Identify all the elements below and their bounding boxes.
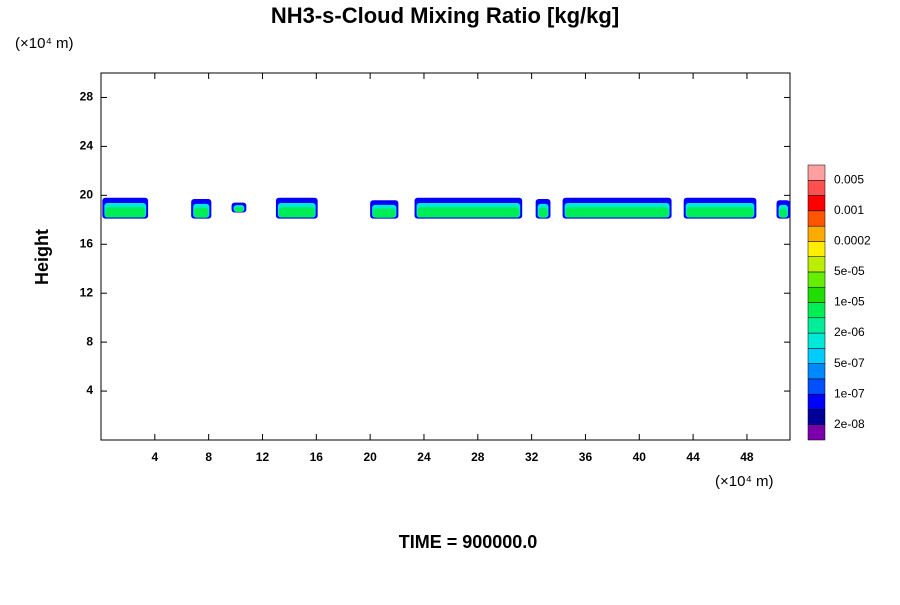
colorbar-swatch [807, 286, 826, 303]
colorbar-swatch [807, 424, 826, 441]
x-tick-label: 44 [686, 450, 700, 464]
y-tick-label: 16 [80, 236, 94, 250]
x-unit: (×10⁴ m) [715, 473, 774, 490]
x-tick-label: 16 [310, 450, 324, 464]
colorbar-label: 2e-06 [834, 325, 865, 339]
y-tick-label: 24 [80, 139, 94, 153]
cloud-core [373, 208, 396, 218]
chart-title: NH3-s-Cloud Mixing Ratio [kg/kg] [271, 3, 619, 28]
footer: TIME = 900000.0 [399, 532, 538, 552]
x-tick-label: 40 [633, 450, 647, 464]
cloud-core [194, 207, 209, 218]
x-tick-label: 20 [363, 450, 377, 464]
colorbar-label: 0.005 [834, 172, 864, 186]
colorbar-label: 2e-08 [834, 417, 865, 431]
colorbar-swatch [807, 317, 826, 334]
cloud-core [417, 207, 520, 218]
x-tick-label: 4 [151, 450, 158, 464]
colorbar-swatch [807, 195, 826, 212]
y-tick-label: 8 [86, 334, 93, 348]
y-tick-label: 4 [86, 383, 93, 397]
colorbar-swatch [807, 363, 826, 380]
x-tick-label: 36 [579, 450, 593, 464]
cloud-core [779, 208, 787, 218]
colorbar-label: 0.001 [834, 203, 864, 217]
colorbar-swatch [807, 225, 826, 242]
cloud-core [278, 207, 315, 218]
x-tick-label: 28 [471, 450, 485, 464]
colorbar-swatch [807, 241, 826, 257]
y-tick-label: 12 [80, 285, 94, 299]
plot-frame [100, 72, 791, 441]
colorbar-swatch [807, 409, 826, 425]
colorbar-label: 1e-07 [834, 386, 865, 400]
cloud-core [538, 207, 548, 218]
x-tick-label: 24 [417, 450, 431, 464]
colorbar-swatch [807, 210, 826, 227]
cloud-core [686, 207, 754, 218]
colorbar-label: 5e-07 [834, 356, 865, 370]
colorbar-swatch [807, 256, 826, 273]
colorbar-swatch [807, 302, 826, 319]
colorbar-label: 5e-05 [834, 264, 865, 278]
colorbar-label: 0.0002 [834, 234, 871, 248]
colorbar-swatch [807, 378, 826, 395]
colorbar-swatch [807, 271, 826, 288]
x-tick-label: 32 [525, 450, 539, 464]
colorbar-swatch [807, 164, 826, 181]
colorbar-swatch [807, 348, 826, 364]
cloud-core [234, 207, 244, 212]
colorbar-swatch [807, 180, 826, 196]
colorbar-label: 1e-05 [834, 295, 865, 309]
x-tick-label: 12 [256, 450, 270, 464]
x-tick-label: 48 [740, 450, 754, 464]
cloud-core [565, 207, 669, 218]
y-tick-label: 20 [80, 188, 94, 202]
colorbar-swatch [807, 393, 826, 410]
colorbar-swatch [807, 332, 826, 349]
cloud-core [105, 207, 146, 218]
y-tick-label: 28 [80, 90, 94, 104]
y-unit: (×10⁴ m) [15, 35, 74, 52]
y-axis-label: Height [32, 229, 52, 285]
x-tick-label: 8 [205, 450, 212, 464]
